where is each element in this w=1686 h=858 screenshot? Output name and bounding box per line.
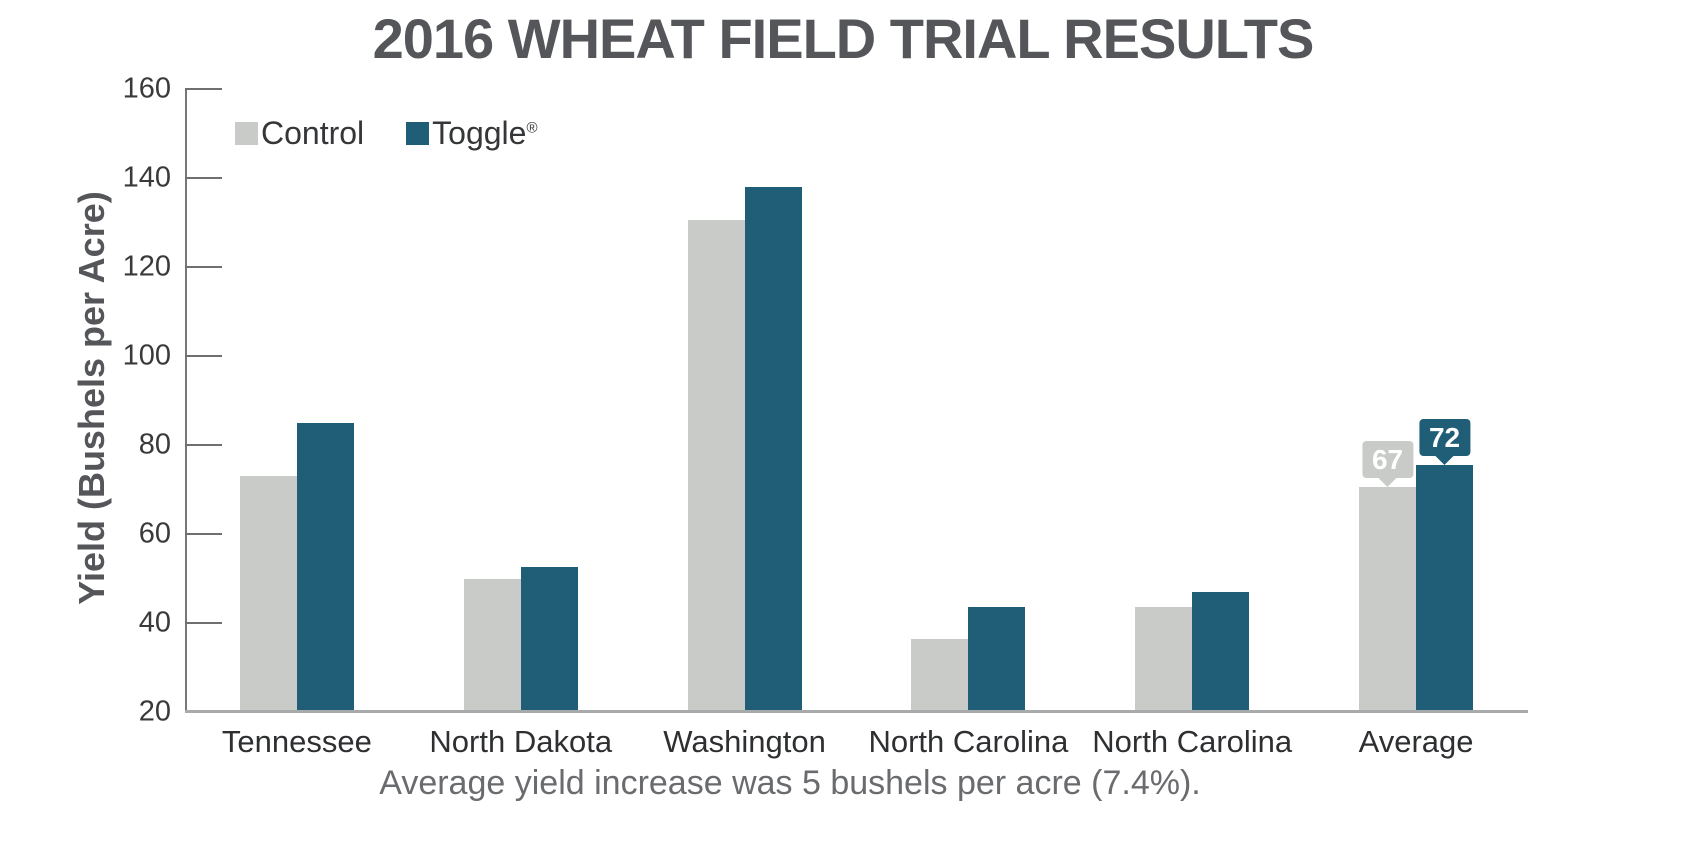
y-tick-line-80 [185, 444, 222, 446]
y-tick-label-40: 40 [138, 606, 171, 639]
caption: Average yield increase was 5 bushels per… [379, 764, 1201, 802]
bar-control-1 [463, 578, 521, 712]
toggle-swatch-icon [406, 122, 430, 145]
y-tick-line-140 [185, 177, 222, 179]
bar-control-4 [1135, 607, 1193, 712]
legend-label-toggle: Toggle® [432, 115, 537, 152]
bar-control-3 [911, 638, 969, 712]
x-axis-label-1: North Dakota [429, 724, 613, 759]
legend-label-toggle-text: Toggle [432, 115, 527, 151]
y-tick-line-100 [185, 355, 222, 357]
bar-control-2 [687, 220, 745, 712]
y-tick-label-160: 160 [122, 72, 171, 105]
x-axis-label-4: North Carolina [1092, 724, 1293, 759]
plot-area: Control Toggle® 160 140 120 100 80 60 40 20 Ten… [123, 73, 1528, 759]
y-tick-label-100: 100 [122, 339, 171, 372]
y-tick-label-60: 60 [138, 517, 171, 550]
control-swatch-icon [235, 122, 258, 145]
x-axis-label-3: North Carolina [868, 724, 1069, 759]
y-tick-line-160 [185, 88, 222, 90]
bar-toggle-4 [1192, 591, 1250, 712]
x-axis-label-2: Washington [663, 724, 826, 759]
bar-control-5: 67 [1359, 441, 1417, 712]
y-tick-label-20: 20 [138, 695, 171, 728]
x-axis-label-0: Tennessee [221, 724, 372, 759]
bar-control-0 [239, 476, 297, 712]
bar-toggle-5: 72 [1416, 419, 1474, 712]
legend-label-control: Control [261, 115, 365, 151]
bar-group-2: Washington [633, 89, 857, 759]
bar-group-1: North Dakota [409, 89, 633, 759]
data-label-control: 67 [1361, 441, 1414, 479]
y-tick-line-120 [185, 266, 222, 268]
y-tick-label-80: 80 [138, 428, 171, 461]
bar-group-0: Tennessee [185, 89, 409, 759]
chart-title: 2016 WHEAT FIELD TRIAL RESULTS [372, 7, 1315, 70]
x-axis-label-5: Average [1358, 724, 1474, 759]
registered-trademark-icon: ® [526, 119, 538, 137]
bar-group-4: North Carolina [1080, 89, 1304, 759]
bar-groups: Tennessee North Dakota Washington North Car… [185, 89, 1528, 759]
y-tick-label-140: 140 [122, 161, 171, 194]
bar-toggle-3 [968, 607, 1026, 712]
bar-toggle-0 [296, 422, 354, 712]
legend-item-toggle: Toggle® [406, 115, 538, 152]
legend: Control Toggle® [235, 115, 538, 152]
y-axis-line [185, 89, 187, 712]
y-tick-line-40 [185, 622, 222, 624]
y-tick-line-60 [185, 533, 222, 535]
x-axis-line [185, 710, 1528, 713]
bar-group-3: North Carolina [856, 89, 1080, 759]
y-tick-label-120: 120 [122, 250, 171, 283]
legend-item-control: Control [235, 115, 364, 152]
data-label-toggle: 72 [1418, 419, 1471, 457]
bar-group-5: 67 72 Average [1304, 89, 1528, 759]
bar-toggle-1 [520, 567, 578, 712]
bar-toggle-2 [744, 186, 802, 712]
